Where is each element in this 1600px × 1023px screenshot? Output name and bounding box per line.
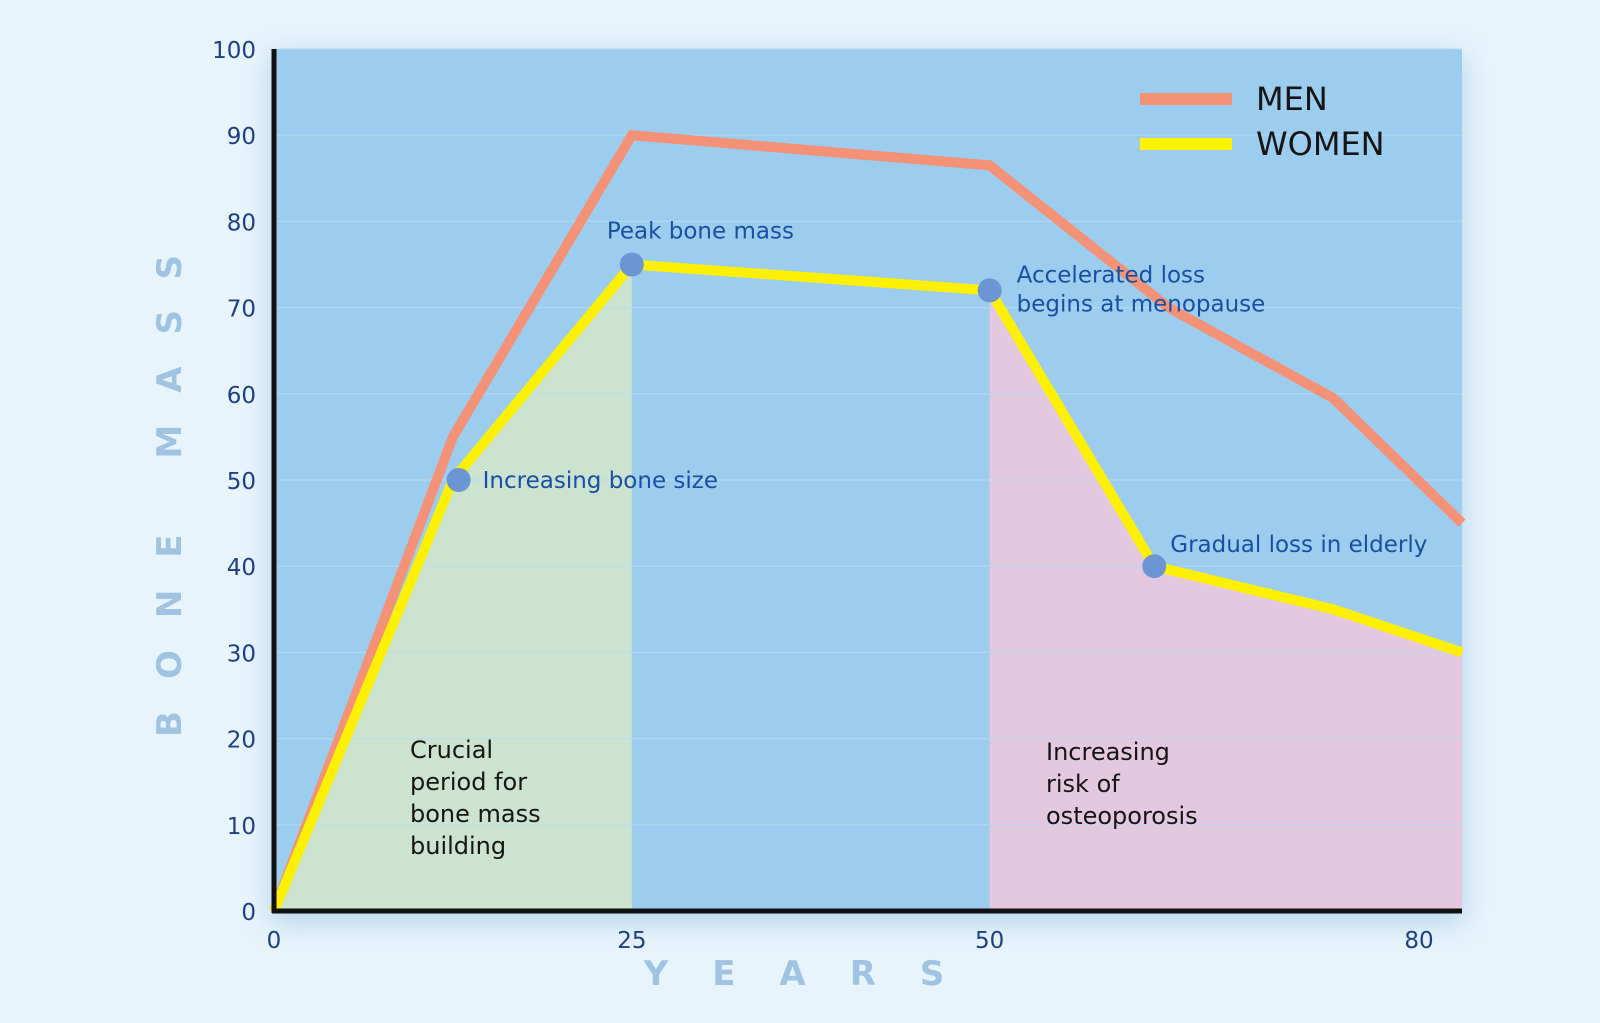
- region-labels: Crucial period for bone mass building Increa…: [410, 736, 1198, 860]
- annotation-label: Increasing bone size: [483, 468, 718, 494]
- annotation-labels: Increasing bone size Peak bone mass Accele…: [483, 219, 1428, 559]
- y-tick-label: 30: [227, 641, 256, 667]
- region-label-line: building: [410, 832, 506, 860]
- x-tick-label: 50: [975, 928, 1004, 954]
- y-tick-label: 70: [227, 297, 256, 323]
- region-0: [274, 264, 632, 911]
- region-label-line: bone mass: [410, 800, 541, 828]
- shaded-regions: [274, 264, 1462, 911]
- annotation-line: Gradual loss in elderly: [1170, 532, 1427, 558]
- legend-label-men: MEN: [1256, 80, 1328, 118]
- y-tick-labels: 0 10 20 30 40 50 60 70 80 90 100: [212, 38, 256, 926]
- region-label-line: period for: [410, 768, 527, 796]
- region-label: Increasing risk of osteoporosis: [1046, 738, 1198, 830]
- x-axis-label: YEARS: [643, 954, 989, 994]
- y-tick-label: 100: [212, 38, 256, 64]
- annotation-label: Accelerated loss begins at menopause: [1017, 262, 1266, 317]
- y-tick-label: 10: [227, 814, 256, 840]
- annotation-line: Increasing bone size: [483, 468, 718, 494]
- region-label: Crucial period for bone mass building: [410, 736, 541, 860]
- x-tick-label: 0: [267, 928, 282, 954]
- annotation-line: Accelerated loss: [1017, 262, 1205, 288]
- legend: MEN WOMEN: [1140, 80, 1385, 163]
- region-label-line: Crucial: [410, 736, 493, 764]
- y-tick-label: 20: [227, 728, 256, 754]
- axes: [271, 49, 1462, 914]
- annotation-line: Peak bone mass: [607, 219, 794, 245]
- annotation-marker: [977, 278, 1002, 303]
- gridlines: [274, 48, 1462, 826]
- region-label-line: risk of: [1046, 770, 1120, 798]
- legend-label-women: WOMEN: [1256, 125, 1385, 163]
- series-line-men: [269, 129, 1466, 913]
- x-tick-labels: 0 25 50 80: [267, 928, 1434, 954]
- y-tick-label: 60: [227, 383, 256, 409]
- annotation-label: Gradual loss in elderly: [1170, 532, 1427, 558]
- annotation-label: Peak bone mass: [607, 219, 794, 245]
- annotation-line: begins at menopause: [1017, 291, 1266, 317]
- region-label-line: Increasing: [1046, 738, 1170, 766]
- annotation-marker: [446, 468, 471, 492]
- annotation-marker: [619, 252, 644, 277]
- y-tick-label: 0: [241, 900, 256, 926]
- x-tick-label: 25: [617, 928, 646, 954]
- region-label-line: osteoporosis: [1046, 802, 1198, 830]
- region-1: [989, 290, 1462, 911]
- annotation-markers: [446, 252, 1167, 579]
- y-tick-label: 50: [227, 469, 256, 495]
- y-tick-label: 40: [227, 555, 256, 581]
- y-axis-label: BONE MASS: [150, 223, 190, 737]
- y-tick-label: 80: [227, 210, 256, 236]
- annotation-marker: [1142, 554, 1167, 579]
- y-tick-label: 90: [227, 124, 256, 150]
- x-tick-label: 80: [1404, 928, 1433, 954]
